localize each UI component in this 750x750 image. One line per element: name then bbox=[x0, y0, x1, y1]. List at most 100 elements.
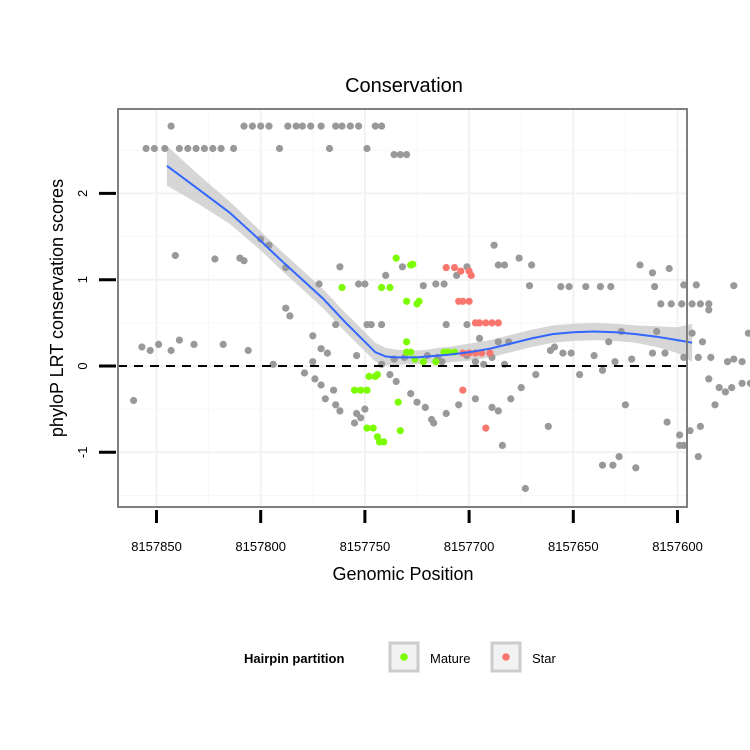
x-tick-label: 8157800 bbox=[235, 539, 286, 554]
point-star bbox=[467, 271, 475, 279]
point-mature bbox=[415, 297, 423, 305]
loess-line bbox=[166, 164, 693, 359]
point-other bbox=[130, 396, 138, 405]
point-other bbox=[321, 395, 329, 403]
point-star bbox=[457, 267, 465, 275]
point-other bbox=[386, 371, 394, 379]
point-other bbox=[455, 401, 463, 409]
point-other bbox=[694, 353, 702, 361]
point-mature bbox=[407, 348, 415, 356]
data-points bbox=[130, 122, 750, 493]
point-other bbox=[407, 390, 415, 398]
point-star bbox=[482, 424, 490, 432]
point-other bbox=[171, 251, 179, 260]
point-other bbox=[175, 144, 183, 153]
point-other bbox=[315, 280, 323, 288]
y-axis: -1 0 1 2 bbox=[75, 190, 116, 458]
point-other bbox=[230, 144, 238, 153]
point-other bbox=[544, 422, 552, 430]
point-other bbox=[490, 241, 498, 249]
point-other bbox=[550, 343, 559, 351]
point-other bbox=[350, 419, 359, 427]
point-other bbox=[298, 122, 306, 130]
legend-label-mature: Mature bbox=[430, 651, 470, 666]
point-other bbox=[471, 358, 479, 366]
point-other bbox=[565, 283, 573, 291]
point-star bbox=[494, 319, 502, 327]
point-other bbox=[494, 261, 502, 269]
point-mature bbox=[357, 386, 365, 394]
point-other bbox=[738, 379, 746, 387]
y-tick-label: 0 bbox=[75, 362, 90, 369]
point-other bbox=[219, 340, 227, 348]
point-other bbox=[598, 366, 607, 374]
point-other bbox=[330, 386, 338, 394]
point-other bbox=[378, 321, 386, 329]
point-other bbox=[609, 461, 617, 469]
point-other bbox=[371, 122, 379, 130]
point-other bbox=[559, 349, 567, 357]
point-other bbox=[705, 306, 713, 314]
point-mature bbox=[396, 427, 404, 435]
point-other bbox=[311, 375, 319, 383]
point-mature bbox=[392, 254, 400, 262]
point-other bbox=[382, 271, 390, 279]
point-mature bbox=[432, 358, 440, 366]
y-axis-title: phyloP LRT conservation scores bbox=[47, 179, 67, 437]
point-star bbox=[459, 386, 467, 394]
point-star bbox=[465, 297, 473, 305]
point-other bbox=[361, 280, 369, 288]
point-other bbox=[323, 349, 331, 357]
point-other bbox=[403, 151, 411, 159]
point-other bbox=[336, 407, 344, 415]
point-mature bbox=[380, 438, 388, 446]
point-other bbox=[648, 269, 657, 277]
point-other bbox=[192, 144, 200, 153]
point-other bbox=[167, 122, 175, 130]
point-other bbox=[390, 151, 398, 159]
y-tick-label: 2 bbox=[75, 190, 90, 197]
point-other bbox=[244, 346, 252, 355]
point-other bbox=[628, 355, 636, 363]
point-mature bbox=[369, 424, 377, 432]
point-star bbox=[488, 319, 496, 327]
legend: Hairpin partition Mature Star bbox=[244, 641, 557, 673]
point-other bbox=[240, 122, 248, 130]
point-other bbox=[421, 403, 429, 411]
point-other bbox=[138, 343, 146, 351]
point-other bbox=[648, 349, 657, 357]
point-other bbox=[284, 122, 292, 130]
plot-panel-border bbox=[117, 108, 688, 508]
point-other bbox=[392, 377, 400, 386]
point-other bbox=[676, 431, 684, 439]
point-other bbox=[582, 283, 590, 291]
point-other bbox=[494, 338, 502, 346]
point-other bbox=[661, 349, 669, 357]
point-other bbox=[705, 300, 713, 308]
point-other bbox=[532, 371, 540, 379]
point-other bbox=[432, 280, 440, 288]
point-other bbox=[744, 329, 750, 337]
point-other bbox=[398, 263, 406, 271]
legend-label-star: Star bbox=[532, 651, 557, 666]
confidence-band bbox=[166, 145, 693, 366]
point-star bbox=[482, 319, 490, 327]
point-other bbox=[357, 414, 365, 422]
point-other bbox=[353, 352, 361, 360]
point-other bbox=[711, 401, 719, 409]
point-other bbox=[500, 261, 509, 269]
point-other bbox=[596, 283, 605, 291]
x-tick-label: 8157850 bbox=[131, 539, 182, 554]
point-other bbox=[355, 280, 363, 288]
point-other bbox=[528, 261, 536, 269]
point-other bbox=[598, 461, 607, 469]
point-mature bbox=[403, 297, 411, 305]
point-other bbox=[292, 122, 300, 130]
point-other bbox=[217, 144, 225, 153]
point-other bbox=[663, 418, 671, 426]
point-other bbox=[361, 405, 369, 413]
point-other bbox=[746, 379, 750, 387]
x-axis-title: Genomic Position bbox=[332, 564, 473, 584]
point-other bbox=[211, 255, 219, 263]
